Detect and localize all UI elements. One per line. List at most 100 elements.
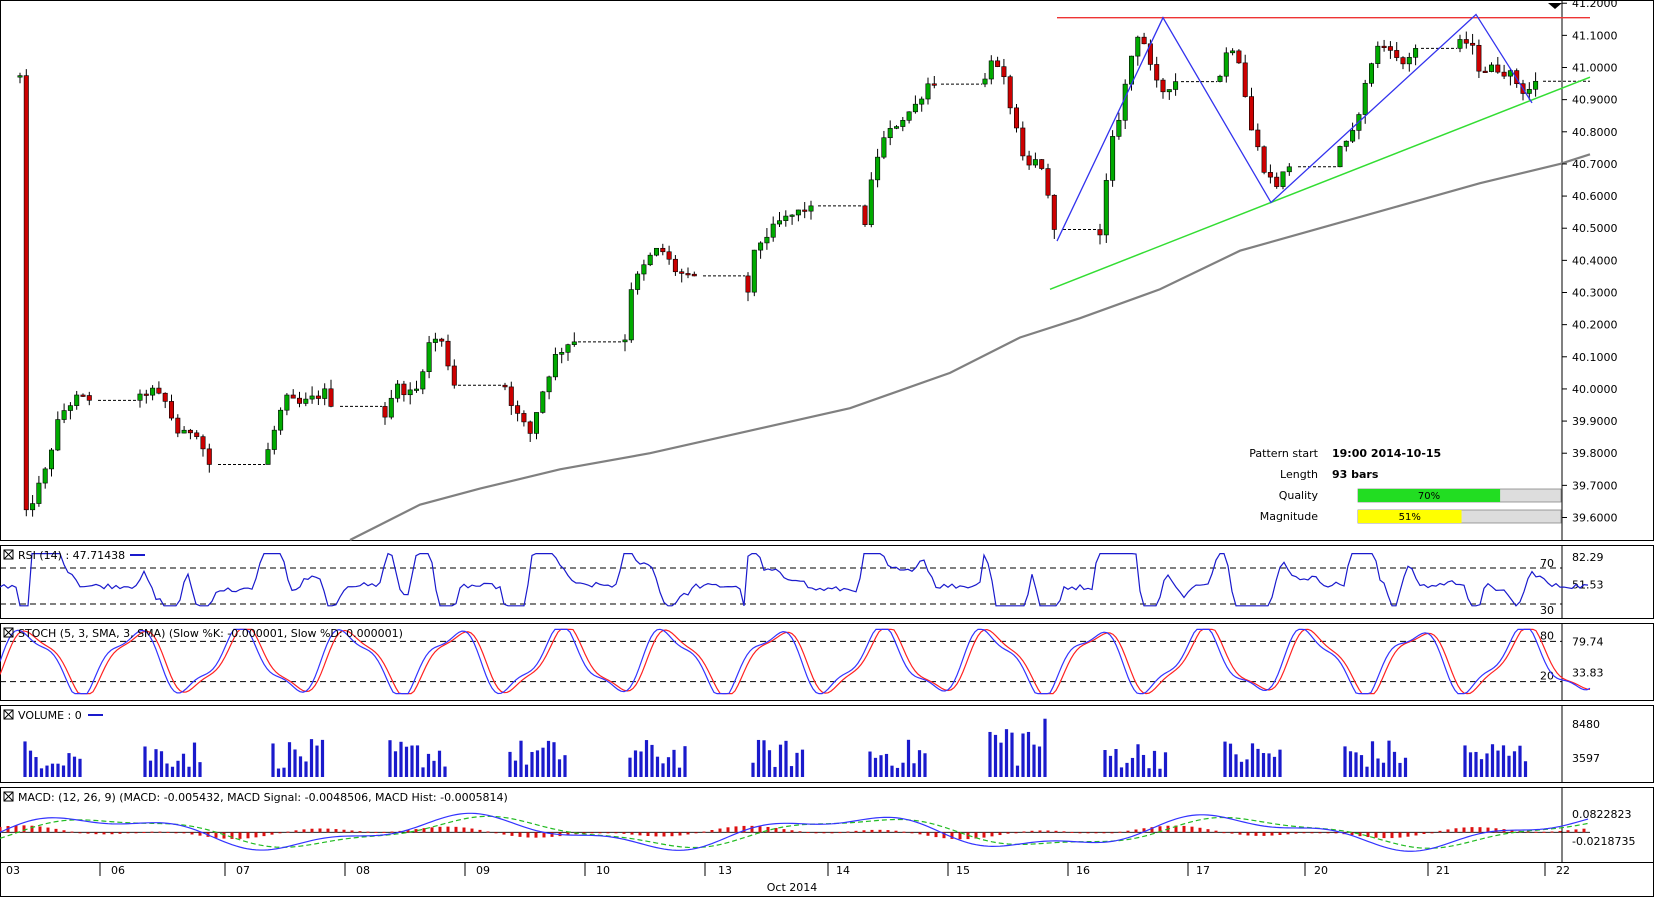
volume-bar [1474,751,1478,777]
volume-bar [541,747,545,777]
candle-body [1350,130,1356,142]
macd-hist-bar [406,830,410,833]
candle-body [672,258,678,273]
macd-hist-bar [1438,830,1442,833]
macd-hist-bar [478,829,482,833]
info-label: Pattern start [1249,447,1318,460]
candle-body [1286,166,1292,173]
volume-bar [170,766,175,777]
volume-bar [912,763,916,777]
macd-hist-bar [198,832,202,836]
macd-hist-bar [1070,831,1074,833]
volume-bar [271,743,275,777]
price-tick-label: 41.2000 [1572,0,1618,10]
volume-bar [1125,762,1129,777]
volume-bar [999,742,1003,777]
volume-bar [1108,755,1113,777]
volume-bar [198,762,202,777]
collapse-arrow-icon[interactable] [1548,3,1562,9]
candle-body [1135,36,1141,57]
volume-bar [683,746,687,777]
volume-bar [1037,746,1042,777]
candle-body [432,338,438,343]
candle-body [1020,127,1026,157]
candle-body [162,392,168,402]
volume-bar [309,739,314,777]
macd-hist-bar [1558,830,1562,833]
volume-bar [426,753,431,777]
macd-hist-bar [830,832,834,834]
volume-bar [1463,745,1467,777]
macd-hist-bar [158,831,162,833]
candle-body [1495,64,1501,73]
candle-body [1387,46,1393,51]
macd-hist-bar [1446,829,1450,833]
macd-hist-bar [102,832,106,835]
volume-bar [1278,749,1282,777]
volume-bar [1387,740,1391,777]
volume-bar [148,760,153,777]
volume-bar [1518,745,1522,777]
price-tick-label: 40.7000 [1572,158,1618,171]
candle-body [86,395,92,401]
price-tick-label: 40.5000 [1572,222,1618,235]
macd-hist-bar [462,827,466,833]
candle-body [808,205,814,212]
macd-hist-bar [1174,825,1178,833]
candle-body [1470,42,1476,46]
volume-bar [393,751,398,777]
info-value: 93 bars [1332,468,1379,481]
macd-hist-bar [662,832,666,837]
x-day-label: 16 [1076,864,1090,877]
volume-bar [1261,753,1266,777]
volume-bar [1004,729,1009,777]
info-label: Quality [1279,489,1319,502]
candle-body [143,393,149,396]
candle-body [1482,70,1488,73]
macd-hist-bar [1254,832,1258,836]
candle-body [439,338,445,342]
candle-body [1141,36,1147,45]
macd-hist-bar [1294,832,1298,834]
volume-bar [1348,751,1353,777]
volume-bar [1376,758,1380,777]
candle-body [628,289,634,341]
macd-hist-bar [758,826,762,833]
macd-hist-bar [910,832,914,834]
candle-body [1476,44,1482,72]
volume-bar [519,740,523,777]
rsi-level-label: 70 [1540,557,1554,570]
candle-body [413,388,419,391]
candle-body [1217,75,1223,82]
macd-hist-bar [166,831,170,833]
macd-hist-bar [1022,831,1026,833]
pattern-info-box: Pattern start 19:00 2014-10-15 Length 93 ba… [1249,447,1562,524]
volume-bar [72,756,77,777]
candle-body [1362,82,1368,115]
candle-body [881,137,887,158]
candle-body [540,391,546,413]
volume-bar [1343,746,1347,777]
macd-hist-bar [790,830,794,833]
volume-bar [1158,768,1162,777]
volume-bar [890,765,894,777]
candle-body [1039,159,1045,169]
volume-bar [873,757,878,777]
candle-body [758,242,764,251]
macd-hist-bar [1270,832,1274,836]
candle-body [515,405,521,414]
macd-line [0,812,1589,852]
volume-bar [181,753,186,777]
macd-hist-bar [230,832,234,839]
volume-bar [1223,741,1227,777]
candle-body [1280,171,1286,187]
candle-body [1375,45,1381,64]
macd-hist-bar [1062,831,1066,833]
volume-bar [767,750,772,777]
macd-hist-bar [1158,826,1162,833]
macd-hist-bar [1054,830,1058,833]
panel-close-x [3,627,14,638]
volume-bar [1234,754,1238,777]
macd-hist-bar [1422,832,1426,835]
macd-hist-bar [286,831,290,833]
